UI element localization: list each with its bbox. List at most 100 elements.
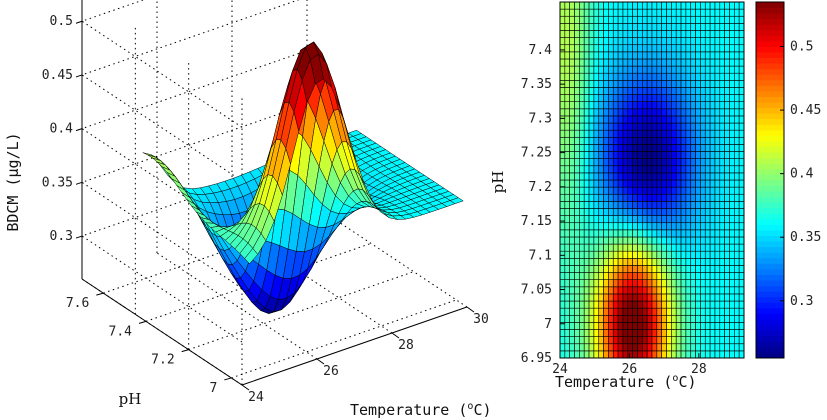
heatmap-cell [690,101,696,110]
heatmap-cell [704,129,711,138]
heatmap-cell [598,322,604,330]
heatmap-cell [680,72,687,81]
heatmap-cell [593,30,600,38]
heatmap-cell [593,179,600,188]
heatmap-cell [642,1,648,10]
heatmap-cell [574,307,580,316]
heatmap-cell [632,215,638,224]
heatmap-cell [704,15,711,24]
heatmap-cell [661,101,667,110]
heatmap-cell [651,87,658,95]
heatmap-cell [690,144,696,152]
heatmap-cell [724,15,730,24]
heatmap-cell [642,151,648,159]
heatmap-cell [700,258,706,266]
heatmap-cell [700,229,706,238]
heatmap-cell [603,272,609,280]
heatmap-cell [598,115,604,124]
heatmap-cell [564,236,570,245]
heatmap-cell [661,37,667,46]
heatmap-cell [593,8,600,17]
heatmap-cell [593,193,600,202]
colorbar-swatch [756,85,784,92]
heatmap-cell [651,1,658,10]
heatmap-cell [675,51,682,60]
heatmap-cell [709,300,716,309]
heatmap-cell [675,158,682,167]
heatmap-cell [695,258,701,266]
heatmap-cell [734,80,740,88]
heatmap-cell [704,115,711,124]
heatmap-cell [651,44,658,53]
heatmap-cell [646,193,653,202]
heatmap-cell [564,350,570,359]
heatmap-cell [671,136,677,145]
heatmap-cell [646,1,653,10]
heatmap-cell [646,23,653,31]
heatmap-cell [724,208,730,216]
heatmap-cell [574,229,580,238]
heatmap-cell [675,58,682,67]
heatmap-cell [617,293,624,302]
heatmap-y-tick-label: 7.15 [521,214,552,229]
heatmap-cell [632,129,638,138]
heatmap-cell [675,30,682,38]
heatmap-cell [704,322,711,330]
heatmap-cell [574,243,580,252]
heatmap-cell [690,151,696,159]
heatmap-cell [574,286,580,295]
heatmap-cell [637,87,643,95]
heatmap-cell [617,15,624,24]
heatmap-cell [724,201,730,209]
colorbar-swatch [756,313,784,320]
heatmap-y-tick-label: 7.05 [521,283,552,298]
heatmap-cell [704,193,711,202]
heatmap-cell [700,208,706,216]
heatmap-cell [656,165,662,174]
heatmap-cell [724,151,730,159]
heatmap-cell [724,8,730,17]
heatmap-cell [666,87,672,95]
heatmap-cell [564,243,570,252]
heatmap-cell [593,329,600,337]
heatmap-cell [632,350,638,359]
heatmap-cell [666,30,672,38]
heatmap-cell [729,172,735,181]
heatmap-cell [709,272,716,280]
heatmap-cell [627,201,633,209]
heatmap-cell [675,80,682,88]
heatmap-cell [603,350,609,359]
heatmap-cell [646,8,653,17]
heatmap-cell [612,208,619,216]
heatmap-cell [622,343,629,352]
heatmap-cell [642,350,648,359]
heatmap-cell [598,1,604,10]
heatmap-cell [622,101,629,110]
heatmap-cell [685,322,692,330]
heatmap-cell [656,58,662,67]
heatmap-cell [695,101,701,110]
heatmap-cell [685,101,692,110]
heatmap-cell [675,129,682,138]
colorbar-swatch [756,129,784,136]
heatmap-cell [671,30,677,38]
surface-y-axis-line [81,278,243,386]
heatmap-cell [680,108,687,117]
heatmap-cell [719,144,725,152]
heatmap-cell [690,8,696,17]
colorbar-swatch [756,7,784,14]
heatmap-cell [704,229,711,238]
colorbar-swatch [756,79,784,86]
heatmap-cell [666,58,672,67]
heatmap-cell [680,208,687,216]
heatmap-cell [695,72,701,81]
heatmap-cell [729,37,735,46]
heatmap-cell [632,115,638,124]
colorbar-swatch [756,196,784,203]
heatmap-cell [729,101,735,110]
heatmap-cell [579,258,585,266]
heatmap-cell [729,193,735,202]
colorbar-swatch [756,319,784,326]
heatmap-cell [690,58,696,67]
heatmap-cell [632,293,638,302]
